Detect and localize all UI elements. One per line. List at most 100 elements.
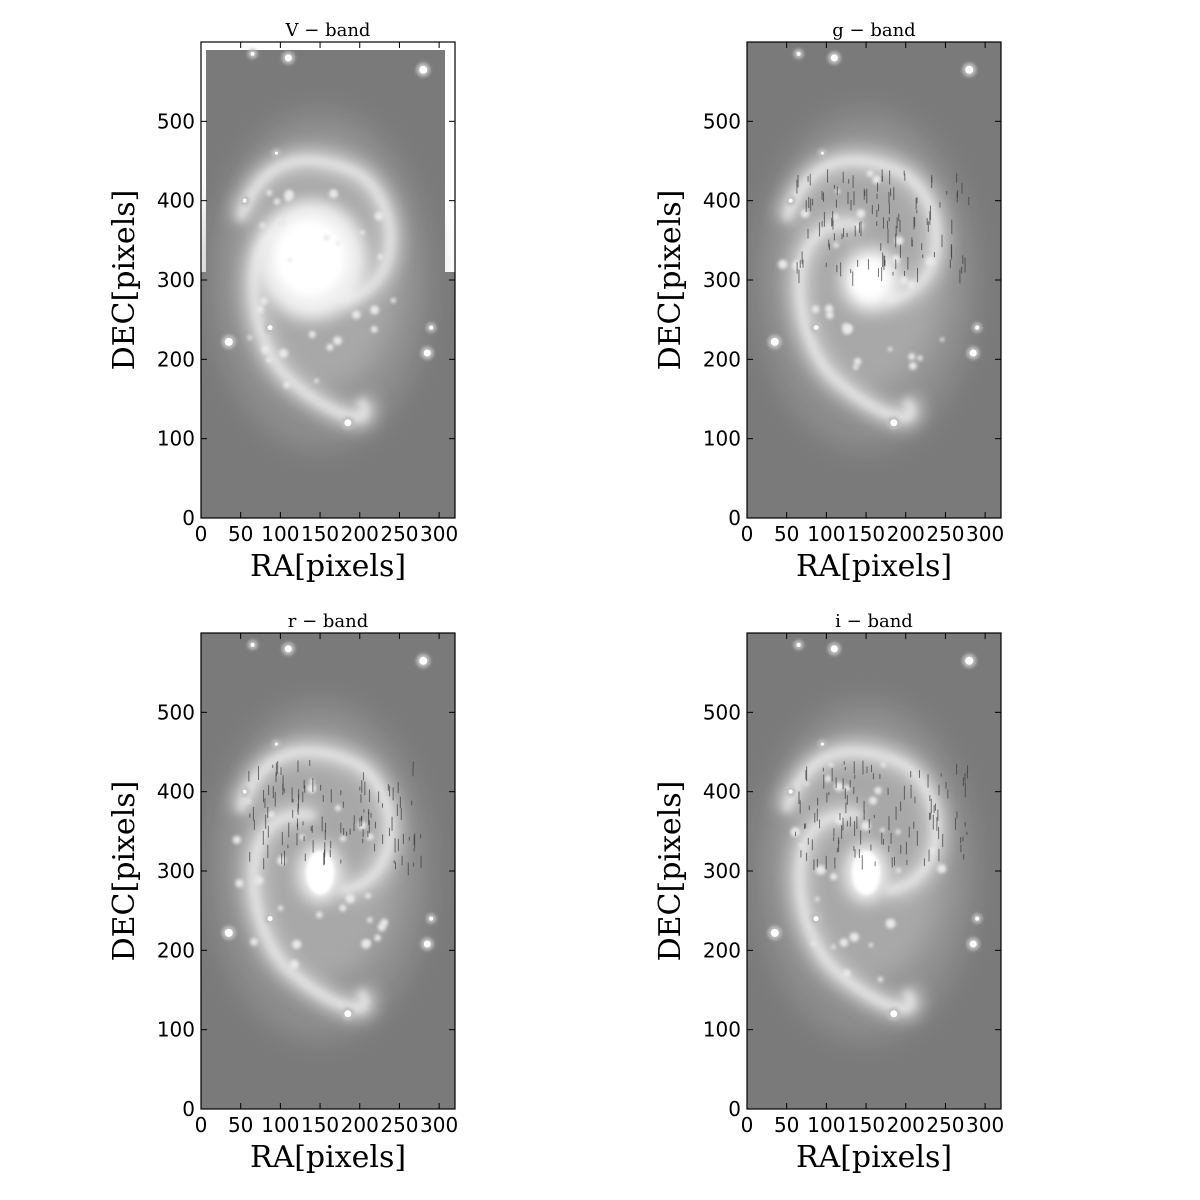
hii-knot <box>335 241 341 246</box>
hii-knot <box>811 941 816 947</box>
hii-knot <box>261 345 270 354</box>
hii-knot <box>828 762 834 768</box>
galaxy-core <box>306 851 335 895</box>
hii-knot <box>891 255 901 264</box>
hii-knot <box>834 781 844 792</box>
hii-knot <box>874 786 882 795</box>
star <box>965 65 974 74</box>
star <box>975 325 980 330</box>
hii-knot <box>380 918 389 927</box>
x-tick-label: 250 <box>926 522 964 546</box>
star <box>429 325 434 330</box>
hii-knot <box>778 259 788 269</box>
hii-knot <box>833 242 839 248</box>
x-tick-label: 0 <box>195 522 208 546</box>
star <box>830 645 838 653</box>
star <box>788 789 793 794</box>
y-tick-label: 400 <box>157 780 195 804</box>
star <box>224 337 233 346</box>
star <box>344 1010 352 1018</box>
hii-knot <box>278 348 288 358</box>
star <box>250 642 255 647</box>
hii-knot <box>309 778 315 784</box>
star <box>284 645 292 653</box>
hii-knot <box>283 381 291 389</box>
y-tick-label: 400 <box>703 189 741 213</box>
x-tick-label: 200 <box>887 522 925 546</box>
hii-knot <box>352 310 361 320</box>
hii-knot <box>273 198 281 205</box>
x-tick-label: 250 <box>380 522 418 546</box>
y-tick-label: 400 <box>157 189 195 213</box>
y-tick-label: 300 <box>703 268 741 292</box>
hii-knot <box>232 835 241 844</box>
x-tick-label: 50 <box>228 522 253 546</box>
hii-knot <box>868 796 878 805</box>
edge-strip <box>201 42 206 272</box>
star <box>820 742 824 746</box>
hii-knot <box>835 188 841 194</box>
hii-knot <box>831 944 836 950</box>
hii-knot <box>825 304 834 313</box>
star <box>788 198 793 203</box>
x-axis-label: RA[pixels] <box>250 1140 406 1175</box>
x-tick-label: 0 <box>741 522 754 546</box>
hii-knot <box>861 821 871 831</box>
star <box>969 349 977 357</box>
x-axis-label: RA[pixels] <box>796 1140 952 1175</box>
hii-knot <box>906 280 916 289</box>
hii-knot <box>367 917 373 923</box>
y-tick-label: 300 <box>703 859 741 883</box>
x-tick-label: 300 <box>420 522 458 546</box>
y-tick-label: 0 <box>182 506 195 530</box>
star <box>965 656 974 665</box>
star <box>975 916 980 921</box>
star <box>267 325 273 331</box>
hii-knot <box>277 905 284 911</box>
hii-knot <box>370 325 378 333</box>
hii-knot <box>292 939 302 950</box>
hii-knot <box>842 323 848 329</box>
hii-knot <box>247 335 253 340</box>
y-axis-label: DEC[pixels] <box>107 190 142 371</box>
y-tick-label: 500 <box>703 700 741 724</box>
star <box>890 419 898 427</box>
x-tick-label: 150 <box>301 1113 339 1137</box>
y-tick-label: 200 <box>157 347 195 371</box>
hii-knot <box>235 879 244 888</box>
star <box>419 656 428 665</box>
x-tick-label: 250 <box>926 1113 964 1137</box>
y-tick-label: 200 <box>703 938 741 962</box>
hii-knot <box>877 976 884 983</box>
panel-title: r − band <box>288 611 369 632</box>
hii-knot <box>359 230 365 236</box>
hii-knot <box>811 305 820 313</box>
hii-knot <box>289 959 299 970</box>
hii-knot <box>316 911 323 919</box>
star <box>242 198 247 203</box>
x-tick-label: 50 <box>774 1113 799 1137</box>
hii-knot <box>866 170 874 177</box>
y-tick-label: 200 <box>157 938 195 962</box>
x-tick-label: 200 <box>341 1113 379 1137</box>
hii-knot <box>250 937 258 946</box>
hii-knot <box>256 305 264 314</box>
star <box>796 51 801 56</box>
galaxy-image <box>747 42 1001 518</box>
hii-knot <box>267 811 275 819</box>
hii-knot <box>374 211 384 221</box>
hii-knot <box>374 934 381 942</box>
spiral-arm-bright <box>236 748 394 895</box>
y-tick-label: 200 <box>703 347 741 371</box>
y-tick-label: 100 <box>157 427 195 451</box>
x-tick-label: 50 <box>774 522 799 546</box>
hii-knot <box>815 864 826 875</box>
y-tick-label: 100 <box>157 1018 195 1042</box>
star <box>419 65 428 74</box>
hii-knot <box>266 356 273 363</box>
x-tick-label: 0 <box>195 1113 208 1137</box>
